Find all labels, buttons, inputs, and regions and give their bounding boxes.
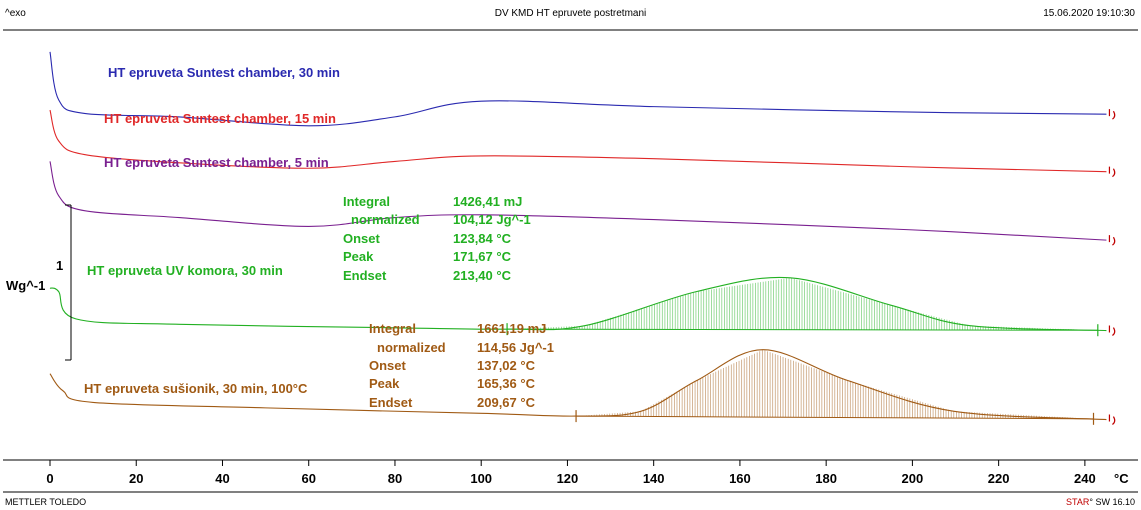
x-tick-label: 160 [729, 471, 751, 486]
green-peak-value: 171,67 °C [453, 249, 512, 264]
green-normalized-value: 104,12 Jg^-1 [453, 212, 531, 227]
curves [49, 51, 1107, 421]
green-onset-label: Onset [343, 231, 381, 246]
green-endset-value: 213,40 °C [453, 268, 512, 283]
x-axis-unit: °C [1114, 471, 1129, 486]
green-peak-label: Peak [343, 249, 374, 264]
brown-onset-value: 137,02 °C [477, 358, 536, 373]
label-suntest-30: HT epruveta Suntest chamber, 30 min [108, 65, 340, 80]
x-tick-label: 240 [1074, 471, 1096, 486]
series-line [49, 349, 1107, 421]
header-datetime: 15.06.2020 19:10:30 [1043, 8, 1135, 19]
series-line [49, 51, 1107, 127]
series-line [49, 276, 1107, 332]
curve-end-marker [1108, 325, 1116, 336]
x-tick-label: 40 [215, 471, 229, 486]
green-integral-value: 1426,41 mJ [453, 194, 522, 209]
peak-annotation-brown: Integral 1661,19 mJ normalized 114,56 Jg… [369, 321, 554, 410]
x-tick-label: 140 [643, 471, 665, 486]
brown-integral-label: Integral [369, 321, 416, 336]
chart-title: DV KMD HT epruvete postretmani [494, 8, 647, 19]
label-susionik: HT epruveta sušionik, 30 min, 100°C [84, 381, 308, 396]
green-endset-label: Endset [343, 268, 387, 283]
x-axis-ticks: 0 20 40 60 80 100 120 140 160 180 200 220 240 [46, 460, 1096, 486]
peak-baseline [576, 415, 1094, 420]
x-tick-label: 120 [557, 471, 579, 486]
brown-endset-label: Endset [369, 395, 413, 410]
green-integral-label: Integral [343, 194, 390, 209]
x-tick-label: 180 [815, 471, 837, 486]
label-suntest-5: HT epruveta Suntest chamber, 5 min [104, 155, 329, 170]
x-tick-label: 100 [470, 471, 492, 486]
brown-normalized-label: normalized [377, 340, 446, 355]
x-tick-label: 220 [988, 471, 1010, 486]
series-line [49, 109, 1107, 173]
series-line [49, 161, 1107, 241]
x-tick-label: 0 [46, 471, 53, 486]
x-tick-label: 80 [388, 471, 402, 486]
y-scale-value: 1 [56, 258, 63, 273]
header-exo-label: ^exo [5, 8, 26, 19]
brown-peak-value: 165,36 °C [477, 376, 536, 391]
y-scale-bar [65, 204, 72, 361]
label-uv-komora: HT epruveta UV komora, 30 min [87, 263, 283, 278]
curve-end-marker [1108, 109, 1116, 120]
brown-integral-value: 1661,19 mJ [477, 321, 546, 336]
y-axis-label: Wg^-1 [6, 278, 45, 293]
x-tick-label: 20 [129, 471, 143, 486]
brown-endset-value: 209,67 °C [477, 395, 536, 410]
peak-baseline [507, 328, 1098, 331]
peak-annotation-green: Integral 1426,41 mJ normalized 104,12 Jg… [343, 194, 531, 283]
footer-software: STAR° SW 16.10 [1066, 497, 1135, 507]
green-normalized-label: normalized [351, 212, 420, 227]
curve-end-marker [1108, 414, 1116, 426]
label-suntest-15: HT epruveta Suntest chamber, 15 min [104, 111, 336, 126]
curve-end-marker [1108, 166, 1116, 178]
green-onset-value: 123,84 °C [453, 231, 512, 246]
x-tick-label: 200 [902, 471, 924, 486]
peak-fills [506, 277, 1099, 425]
end-markers [1108, 109, 1116, 426]
x-tick-label: 60 [301, 471, 315, 486]
footer-star: STAR [1066, 497, 1090, 507]
footer-brand: METTLER TOLEDO [5, 497, 87, 507]
footer-version: ° SW 16.10 [1089, 497, 1135, 507]
curve-end-marker [1108, 235, 1116, 246]
brown-normalized-value: 114,56 Jg^-1 [477, 340, 554, 355]
brown-peak-label: Peak [369, 376, 400, 391]
brown-onset-label: Onset [369, 358, 407, 373]
